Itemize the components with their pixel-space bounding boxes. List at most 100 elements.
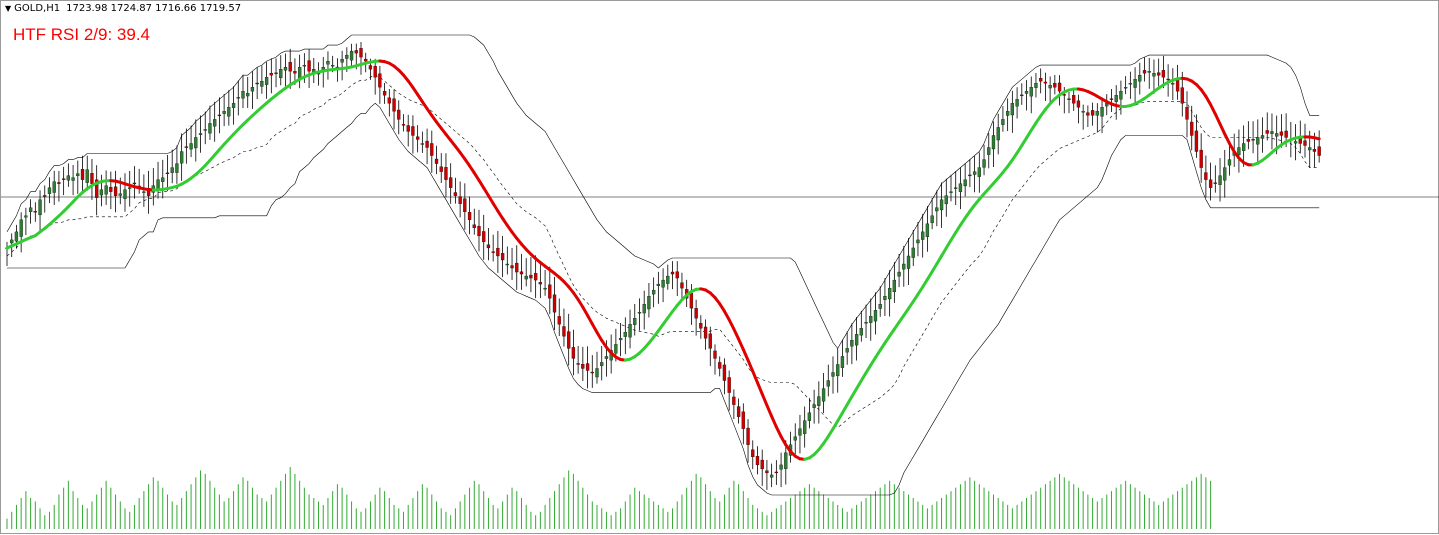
candle-body	[987, 148, 990, 155]
candle-body	[1148, 71, 1151, 72]
candle-body	[416, 137, 419, 140]
candle-body	[161, 178, 164, 182]
candle-body	[883, 296, 886, 300]
candle-body	[525, 276, 528, 279]
candle-body	[1143, 70, 1146, 73]
smooth-line-down-segment	[734, 329, 739, 339]
smooth-line-down-segment	[1215, 114, 1220, 124]
candle-body	[1091, 110, 1094, 115]
candle-body	[898, 272, 901, 276]
candle-body	[232, 103, 235, 107]
candle-body	[671, 272, 674, 274]
candle-body	[614, 344, 617, 353]
candle-body	[1181, 88, 1184, 104]
candle-body	[1162, 70, 1165, 77]
candle-body	[1209, 180, 1212, 188]
candle-body	[652, 290, 655, 294]
candle-body	[435, 159, 438, 164]
candle-body	[105, 186, 108, 195]
candle-body	[90, 173, 93, 183]
candle-body	[813, 405, 816, 408]
candle-body	[39, 200, 42, 215]
candle-body	[1119, 91, 1122, 99]
candle-body	[355, 50, 358, 53]
candle-body	[1124, 87, 1127, 88]
candle-body	[539, 282, 542, 284]
candle-body	[48, 188, 51, 194]
smooth-line-down-segment	[1220, 124, 1225, 134]
candle-body	[1157, 73, 1160, 76]
candle-body	[440, 167, 443, 172]
candle-body	[1152, 73, 1155, 76]
candle-body	[1228, 160, 1231, 166]
candle-body	[487, 245, 490, 248]
candle-body	[704, 327, 707, 338]
candle-body	[124, 190, 127, 199]
candle-body	[293, 71, 296, 73]
candle-body	[1115, 95, 1118, 102]
candle-body	[888, 288, 891, 299]
candle-body	[1001, 119, 1004, 124]
candle-body	[213, 119, 216, 126]
candle-body	[421, 143, 424, 144]
candle-body	[1020, 95, 1023, 96]
candle-body	[846, 348, 849, 352]
candle-body	[496, 248, 499, 256]
candle-body	[1219, 176, 1222, 185]
candle-body	[662, 280, 665, 287]
candle-body	[1195, 131, 1198, 152]
candle-body	[832, 372, 835, 376]
candle-body	[1223, 168, 1226, 181]
candle-body	[411, 126, 414, 135]
candle-body	[1030, 87, 1033, 96]
candle-body	[950, 192, 953, 193]
smooth-line-down-segment	[753, 371, 758, 382]
candle-body	[544, 288, 547, 289]
candle-body	[714, 351, 717, 359]
candle-body	[869, 316, 872, 322]
candle-body	[67, 176, 70, 181]
candle-body	[916, 240, 919, 243]
candle-body	[478, 226, 481, 236]
candle-body	[341, 59, 344, 62]
candle-body	[680, 283, 683, 288]
candle-body	[199, 133, 202, 134]
candle-body	[836, 364, 839, 375]
candle-body	[242, 91, 245, 98]
candle-body	[265, 77, 268, 84]
candle-body	[350, 51, 353, 60]
candle-body	[596, 368, 599, 377]
candle-body	[1025, 91, 1028, 93]
candle-body	[100, 190, 103, 195]
candle-body	[784, 453, 787, 469]
candle-body	[865, 322, 868, 323]
candle-body	[388, 98, 391, 103]
candle-body	[1171, 83, 1174, 84]
candle-body	[1034, 83, 1037, 88]
candle-body	[1016, 99, 1019, 106]
candle-body	[1270, 131, 1273, 133]
candle-body	[223, 111, 226, 113]
candle-body	[1214, 183, 1217, 184]
candle-body	[1200, 150, 1203, 168]
candle-body	[360, 48, 363, 57]
candle-body	[699, 323, 702, 328]
candle-body	[1044, 82, 1047, 83]
candle-body	[728, 377, 731, 392]
candle-body	[718, 362, 721, 368]
candle-body	[326, 61, 329, 64]
candle-body	[374, 66, 377, 77]
candle-body	[393, 99, 396, 112]
candle-body	[657, 284, 660, 286]
candle-body	[43, 195, 46, 196]
candle-body	[256, 83, 259, 84]
candle-body	[931, 216, 934, 223]
candle-body	[1086, 113, 1089, 116]
candle-body	[1058, 83, 1061, 91]
candle-body	[430, 143, 433, 155]
candle-body	[322, 67, 325, 69]
candle-body	[15, 232, 18, 241]
candle-body	[992, 135, 995, 149]
